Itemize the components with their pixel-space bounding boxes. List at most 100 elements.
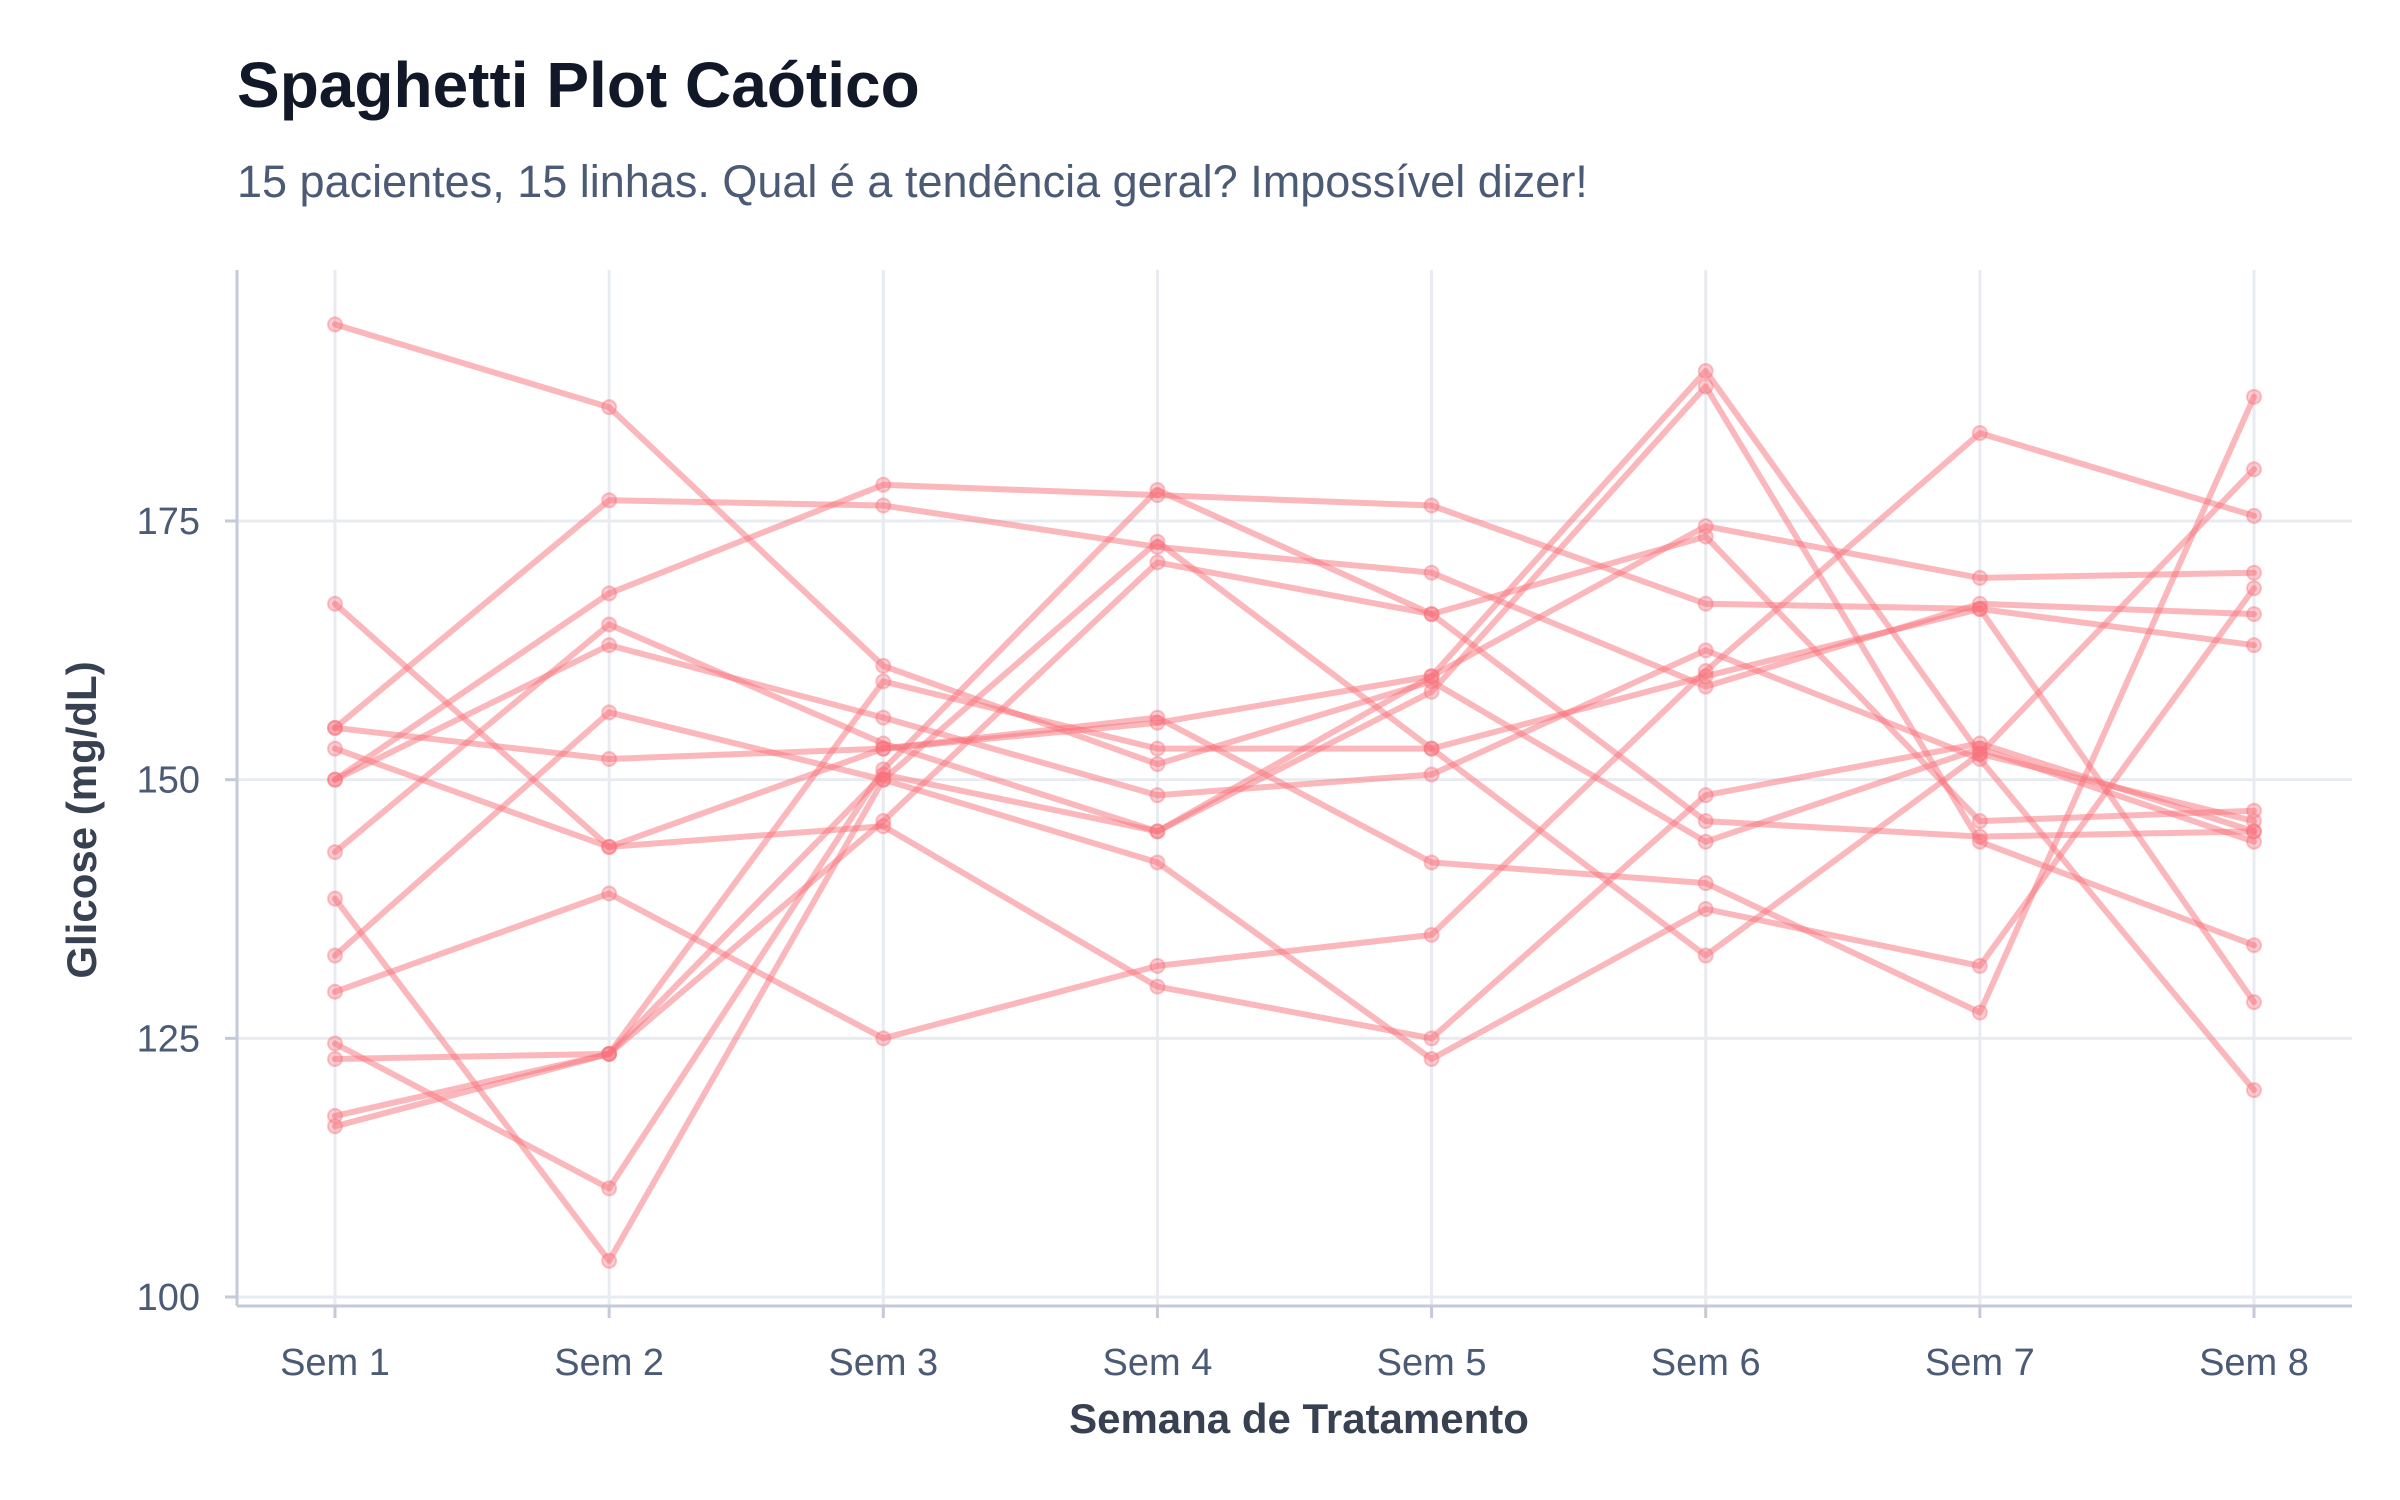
data-point (875, 497, 892, 514)
data-point (601, 750, 618, 767)
data-point (327, 740, 343, 757)
data-point (327, 1051, 343, 1068)
x-tick-label: Sem 1 (280, 1342, 390, 1384)
data-point (1149, 823, 1166, 840)
data-point (327, 1035, 343, 1052)
data-point (601, 838, 618, 855)
data-point (875, 740, 892, 757)
data-point (327, 983, 343, 1000)
data-point (875, 771, 892, 788)
data-point (2246, 606, 2262, 623)
data-point (1697, 378, 1714, 395)
data-point (1971, 600, 1988, 617)
series-line (332, 393, 2257, 1016)
data-point (2246, 507, 2262, 524)
data-point (1971, 745, 1988, 762)
y-tick-label: 125 (137, 1018, 200, 1060)
data-point (2246, 813, 2262, 830)
data-point (1697, 787, 1714, 804)
chart-title: Spaghetti Plot Caótico (237, 49, 920, 121)
data-point (327, 947, 343, 964)
series-line (332, 538, 2257, 1264)
series-line (332, 383, 2257, 1062)
data-point (327, 595, 343, 612)
data-point (1423, 497, 1440, 514)
data-point (601, 1180, 618, 1197)
data-point (1149, 978, 1166, 995)
series-line (332, 487, 2257, 1192)
chart-subtitle: 15 pacientes, 15 linhas. Qual é a tendên… (237, 156, 1588, 207)
data-point (875, 813, 892, 830)
y-tick-label: 100 (137, 1277, 200, 1319)
data-point (1697, 518, 1714, 535)
data-point (327, 719, 343, 736)
data-point (601, 1252, 618, 1269)
data-point (1423, 854, 1440, 871)
axis-layer: Sem 1 Sem 2 Sem 3 Sem 4 Sem 5 Sem 6 Sem 7 Sem 8… (137, 270, 2352, 1384)
data-point (1423, 668, 1440, 685)
data-point (2246, 823, 2262, 840)
series-line (332, 533, 2257, 1119)
data-point (875, 657, 892, 674)
data-point (1423, 926, 1440, 943)
y-tick-label: 175 (137, 501, 200, 543)
data-point (1697, 528, 1714, 545)
x-tick-label: Sem 6 (1651, 1342, 1761, 1384)
data-point (601, 704, 618, 721)
data-point (2246, 564, 2262, 581)
y-axis-title: Glicose (mg/dL) (58, 661, 105, 978)
x-tick-label: Sem 5 (1377, 1342, 1487, 1384)
data-point (1423, 606, 1440, 623)
data-point (1971, 569, 1988, 586)
y-tick-label: 150 (137, 760, 200, 802)
data-point (327, 771, 343, 788)
data-point (1149, 554, 1166, 571)
data-point (2246, 388, 2262, 405)
data-point (1697, 901, 1714, 917)
data-point (875, 709, 892, 726)
data-point (1149, 787, 1166, 804)
data-point (601, 885, 618, 902)
data-point (1697, 668, 1714, 685)
data-point (601, 637, 618, 654)
data-point (1423, 740, 1440, 757)
data-point (601, 616, 618, 633)
data-point (2246, 637, 2262, 654)
data-point (601, 585, 618, 602)
data-point (2246, 833, 2262, 850)
data-point (1423, 1051, 1440, 1068)
data-point (1697, 678, 1714, 695)
data-point (1697, 813, 1714, 830)
grid-layer (237, 270, 2352, 1306)
x-tick-label: Sem 2 (554, 1342, 664, 1384)
data-point (2246, 1082, 2262, 1099)
data-point (1697, 833, 1714, 850)
data-point (1971, 1004, 1988, 1021)
data-point (1697, 642, 1714, 659)
x-tick-label: Sem 3 (828, 1342, 938, 1384)
data-point (327, 844, 343, 861)
data-point (2246, 994, 2262, 1011)
data-point (1971, 833, 1988, 850)
series-line (332, 642, 2257, 1094)
data-point (601, 492, 618, 509)
data-point (1149, 709, 1166, 726)
data-point (601, 1045, 618, 1062)
data-point (1697, 947, 1714, 964)
series-line (332, 523, 2257, 850)
series-line (332, 481, 2257, 783)
data-point (2246, 580, 2262, 597)
x-axis-title: Semana de Tratamento (1069, 1395, 1529, 1442)
data-point (1423, 766, 1440, 783)
data-point (1149, 533, 1166, 550)
data-point (327, 316, 343, 333)
series-line (332, 466, 2257, 1130)
data-point (1149, 957, 1166, 974)
data-point (875, 1030, 892, 1047)
data-point (1697, 362, 1714, 379)
data-point (1149, 756, 1166, 773)
series-line (332, 430, 2257, 1042)
x-tick-label: Sem 7 (1925, 1342, 2035, 1384)
data-point (2246, 461, 2262, 478)
